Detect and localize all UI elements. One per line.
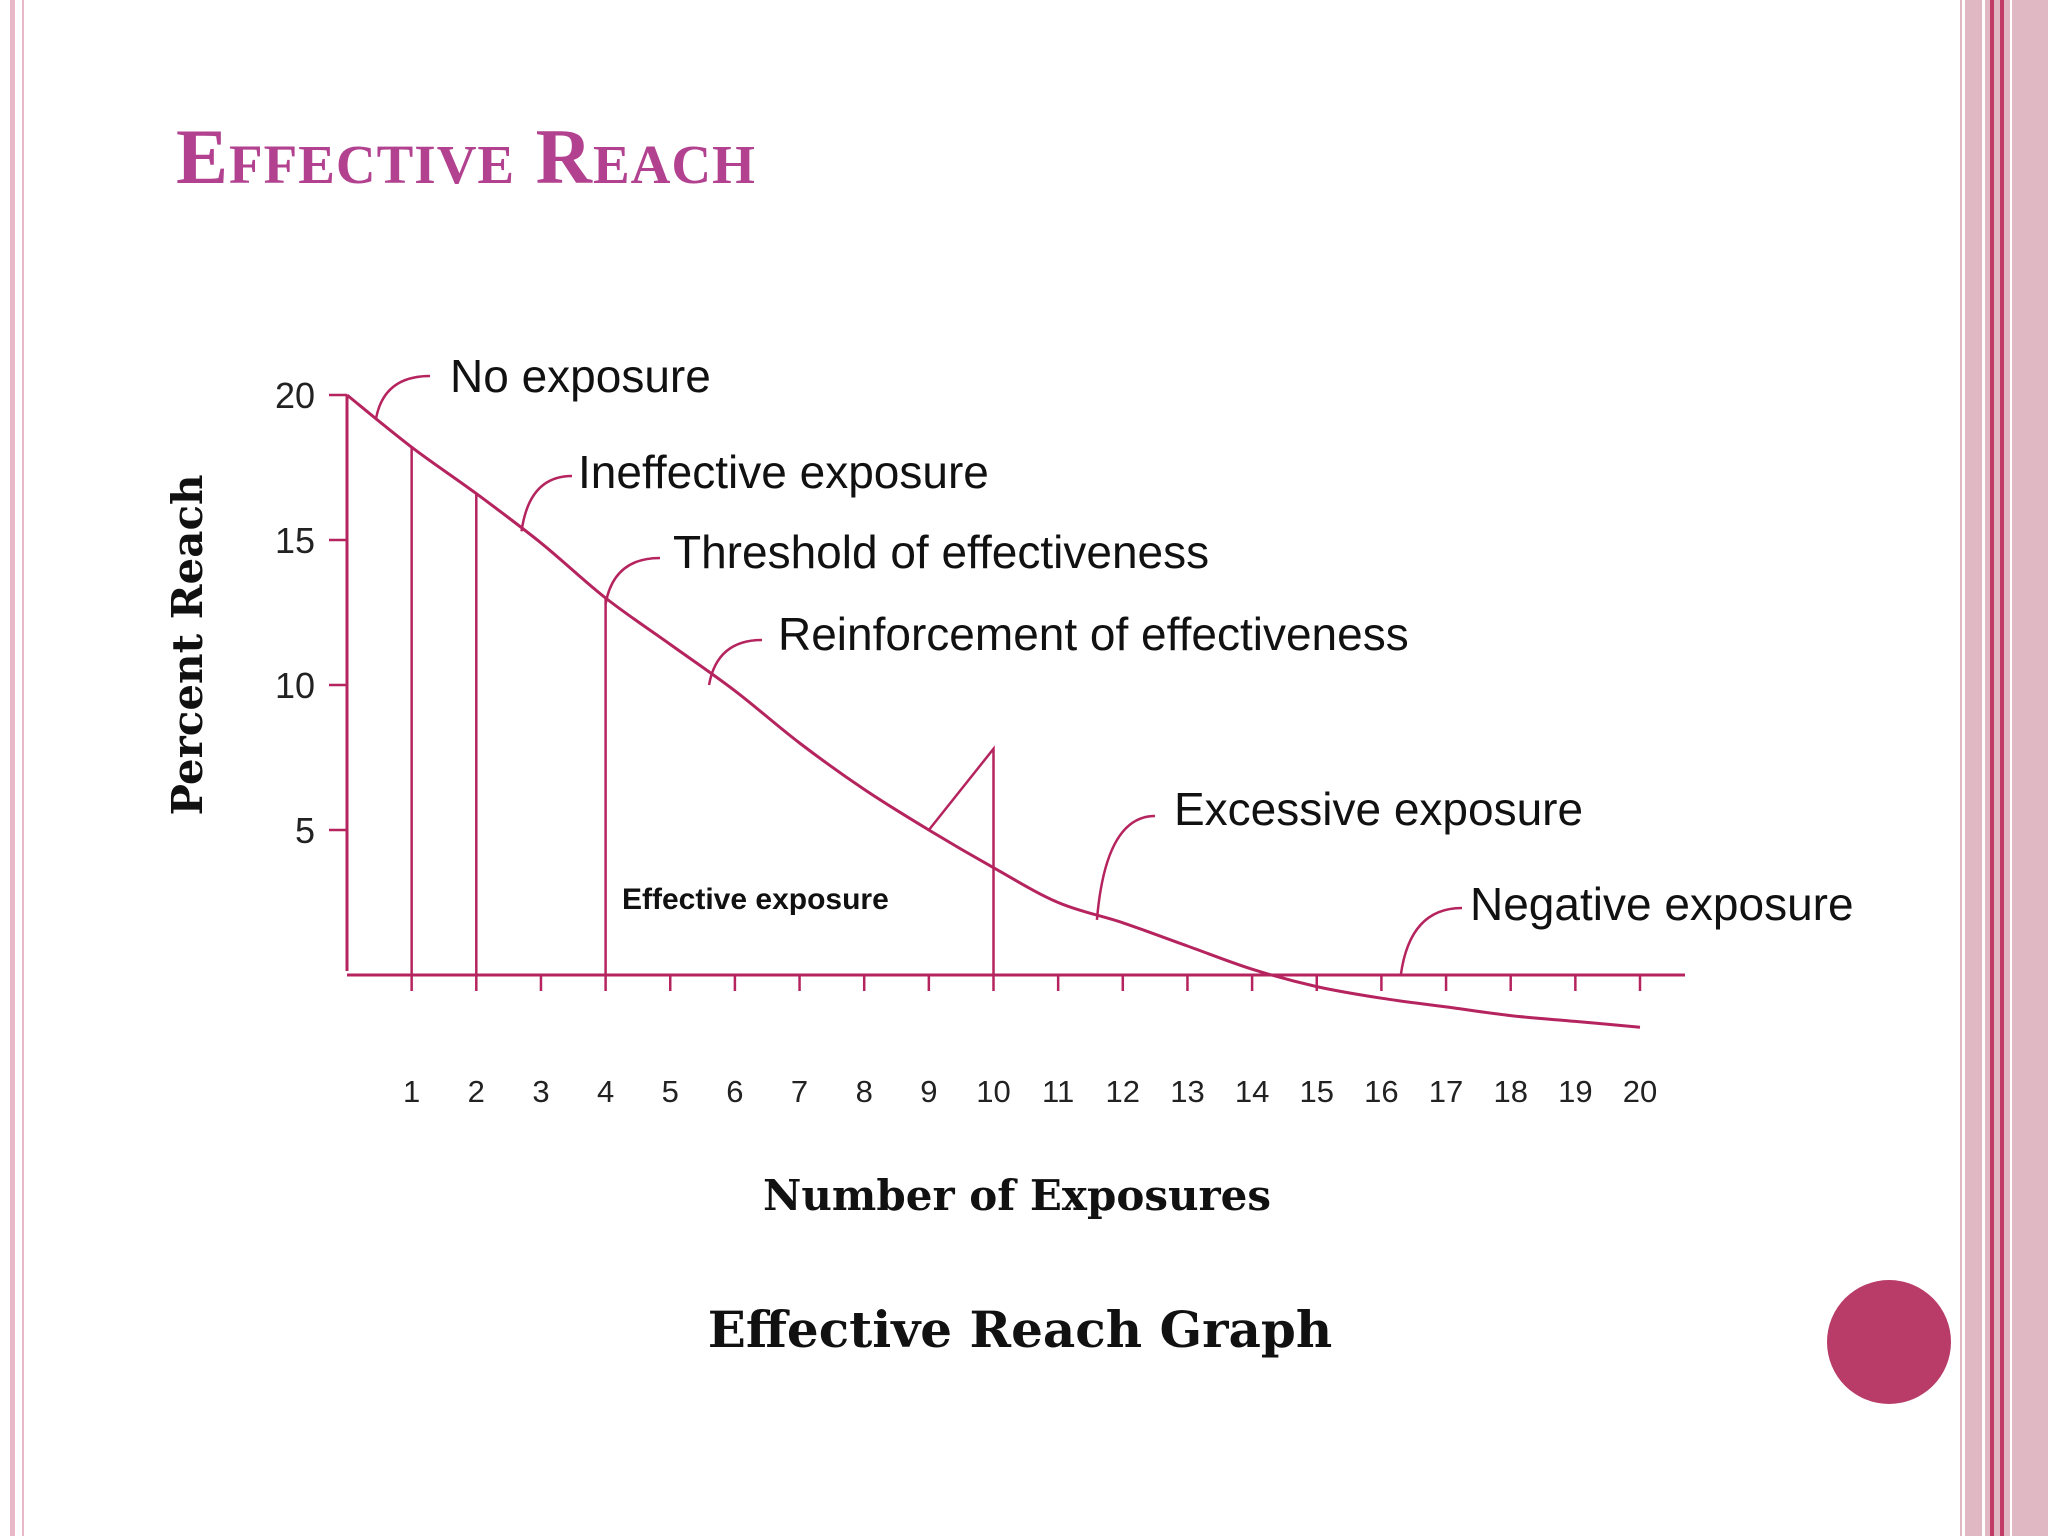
x-tick-label: 20: [1623, 1074, 1657, 1109]
x-tick-label: 18: [1493, 1074, 1527, 1109]
y-axis-title: Percent Reach: [163, 474, 212, 815]
divider-lines: [410, 447, 995, 975]
annotation-label: No exposure: [450, 350, 711, 402]
reinforcement-spike: [927, 745, 995, 868]
right-border: [1960, 0, 2048, 1536]
annotation-leader: [707, 638, 763, 686]
reach-curve: [346, 393, 1641, 1029]
annotation-leader: [604, 556, 661, 605]
x-tick-label: 13: [1170, 1074, 1204, 1109]
annotation-label: Reinforcement of effectiveness: [778, 608, 1409, 660]
axes: [329, 393, 1685, 991]
y-tick-label: 20: [275, 375, 315, 416]
y-tick-label: 10: [275, 665, 315, 706]
annotation-leader: [374, 374, 431, 419]
annotation-label: Excessive exposure: [1174, 783, 1583, 835]
left-border-outer: [10, 0, 15, 1536]
x-tick-label: 8: [856, 1074, 873, 1109]
x-tick-label: 19: [1558, 1074, 1592, 1109]
x-tick-label: 3: [532, 1074, 549, 1109]
x-tick-label: 16: [1364, 1074, 1398, 1109]
y-tick-label: 15: [275, 520, 315, 561]
x-tick-label: 17: [1429, 1074, 1463, 1109]
x-tick-label: 15: [1300, 1074, 1334, 1109]
x-tick-label: 2: [468, 1074, 485, 1109]
x-tick-label: 6: [726, 1074, 743, 1109]
annotation-labels: No exposure Ineffective exposure Threshold…: [374, 350, 1854, 976]
x-tick-label: 1: [403, 1074, 420, 1109]
x-tick-label: 5: [662, 1074, 679, 1109]
x-tick-label: 4: [597, 1074, 614, 1109]
decorative-circle: [1827, 1280, 1951, 1404]
y-tick-label: 5: [295, 810, 315, 851]
annotation-label: Ineffective exposure: [578, 446, 989, 498]
x-tick-label: 9: [920, 1074, 937, 1109]
left-border-inner: [22, 0, 24, 1536]
slide-title: Effective Reach: [176, 113, 756, 200]
x-tick-label: 14: [1235, 1074, 1269, 1109]
x-tick-label: 11: [1042, 1074, 1074, 1109]
x-tick-label: 7: [791, 1074, 808, 1109]
x-tick-label: 10: [976, 1074, 1010, 1109]
annotation-label: Effective exposure: [622, 883, 889, 916]
annotation-label: Threshold of effectiveness: [673, 526, 1209, 578]
annotation-leader: [1095, 814, 1156, 921]
x-axis-title: Number of Exposures: [763, 1171, 1271, 1220]
annotation-label: Negative exposure: [1470, 878, 1854, 930]
reach-curve-line: [346, 393, 1641, 1029]
annotation-leader: [1399, 906, 1463, 976]
annotation-leader: [520, 474, 573, 532]
x-tick-label: 12: [1106, 1074, 1140, 1109]
chart-caption: Effective Reach Graph: [707, 1300, 1333, 1359]
